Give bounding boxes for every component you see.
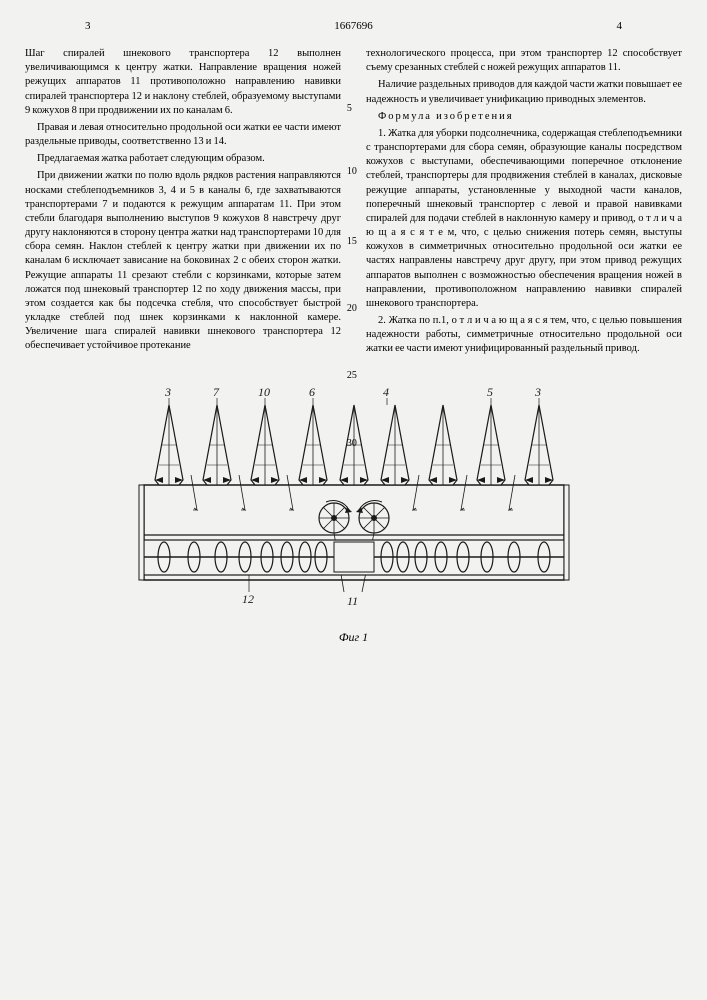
line-marker: 10 [347,165,357,179]
figure-label: 11 [347,594,358,608]
figure-label: 10 [258,385,270,399]
line-marker: 5 [347,102,352,116]
figure-label: 7 [213,385,220,399]
figure-label: 4 [383,385,389,399]
page-number-right: 4 [617,20,623,32]
paragraph: Наличие раздельных приводов для каждой ч… [366,78,682,106]
figure-diagram: 3 7 10 6 4 5 3 12 11 [109,380,599,625]
text-columns: 5 10 15 20 25 30 Шаг спиралей шнекового … [25,47,682,360]
figure-label: 3 [164,385,171,399]
figure-container: 3 7 10 6 4 5 3 12 11 [25,380,682,645]
formula-title: Формула изобретения [366,110,682,124]
figure-label: 5 [487,385,493,399]
right-column: технологического процесса, при этом тран… [366,47,682,360]
page-header: 3 1667696 4 [25,20,682,32]
line-marker: 20 [347,302,357,316]
paragraph: технологического процесса, при этом тран… [366,47,682,75]
line-marker: 15 [347,235,357,249]
figure-label: 12 [242,592,254,606]
line-marker: 30 [347,437,357,451]
paragraph: 1. Жатка для уборки подсолнечника, содер… [366,127,682,311]
figure-label: 3 [534,385,541,399]
paragraph: Правая и левая относительно продольной о… [25,121,341,149]
figure-label: 6 [309,385,315,399]
left-column: Шаг спиралей шнекового транспортера 12 в… [25,47,341,360]
line-marker: 25 [347,369,357,383]
paragraph: Шаг спиралей шнекового транспортера 12 в… [25,47,341,118]
paragraph: При движении жатки по полю вдоль рядков … [25,169,341,353]
paragraph: Предлагаемая жатка работает следующим об… [25,152,341,166]
patent-number: 1667696 [91,20,617,32]
figure-caption: Фиг 1 [25,630,682,645]
paragraph: 2. Жатка по п.1, о т л и ч а ю щ а я с я… [366,314,682,357]
